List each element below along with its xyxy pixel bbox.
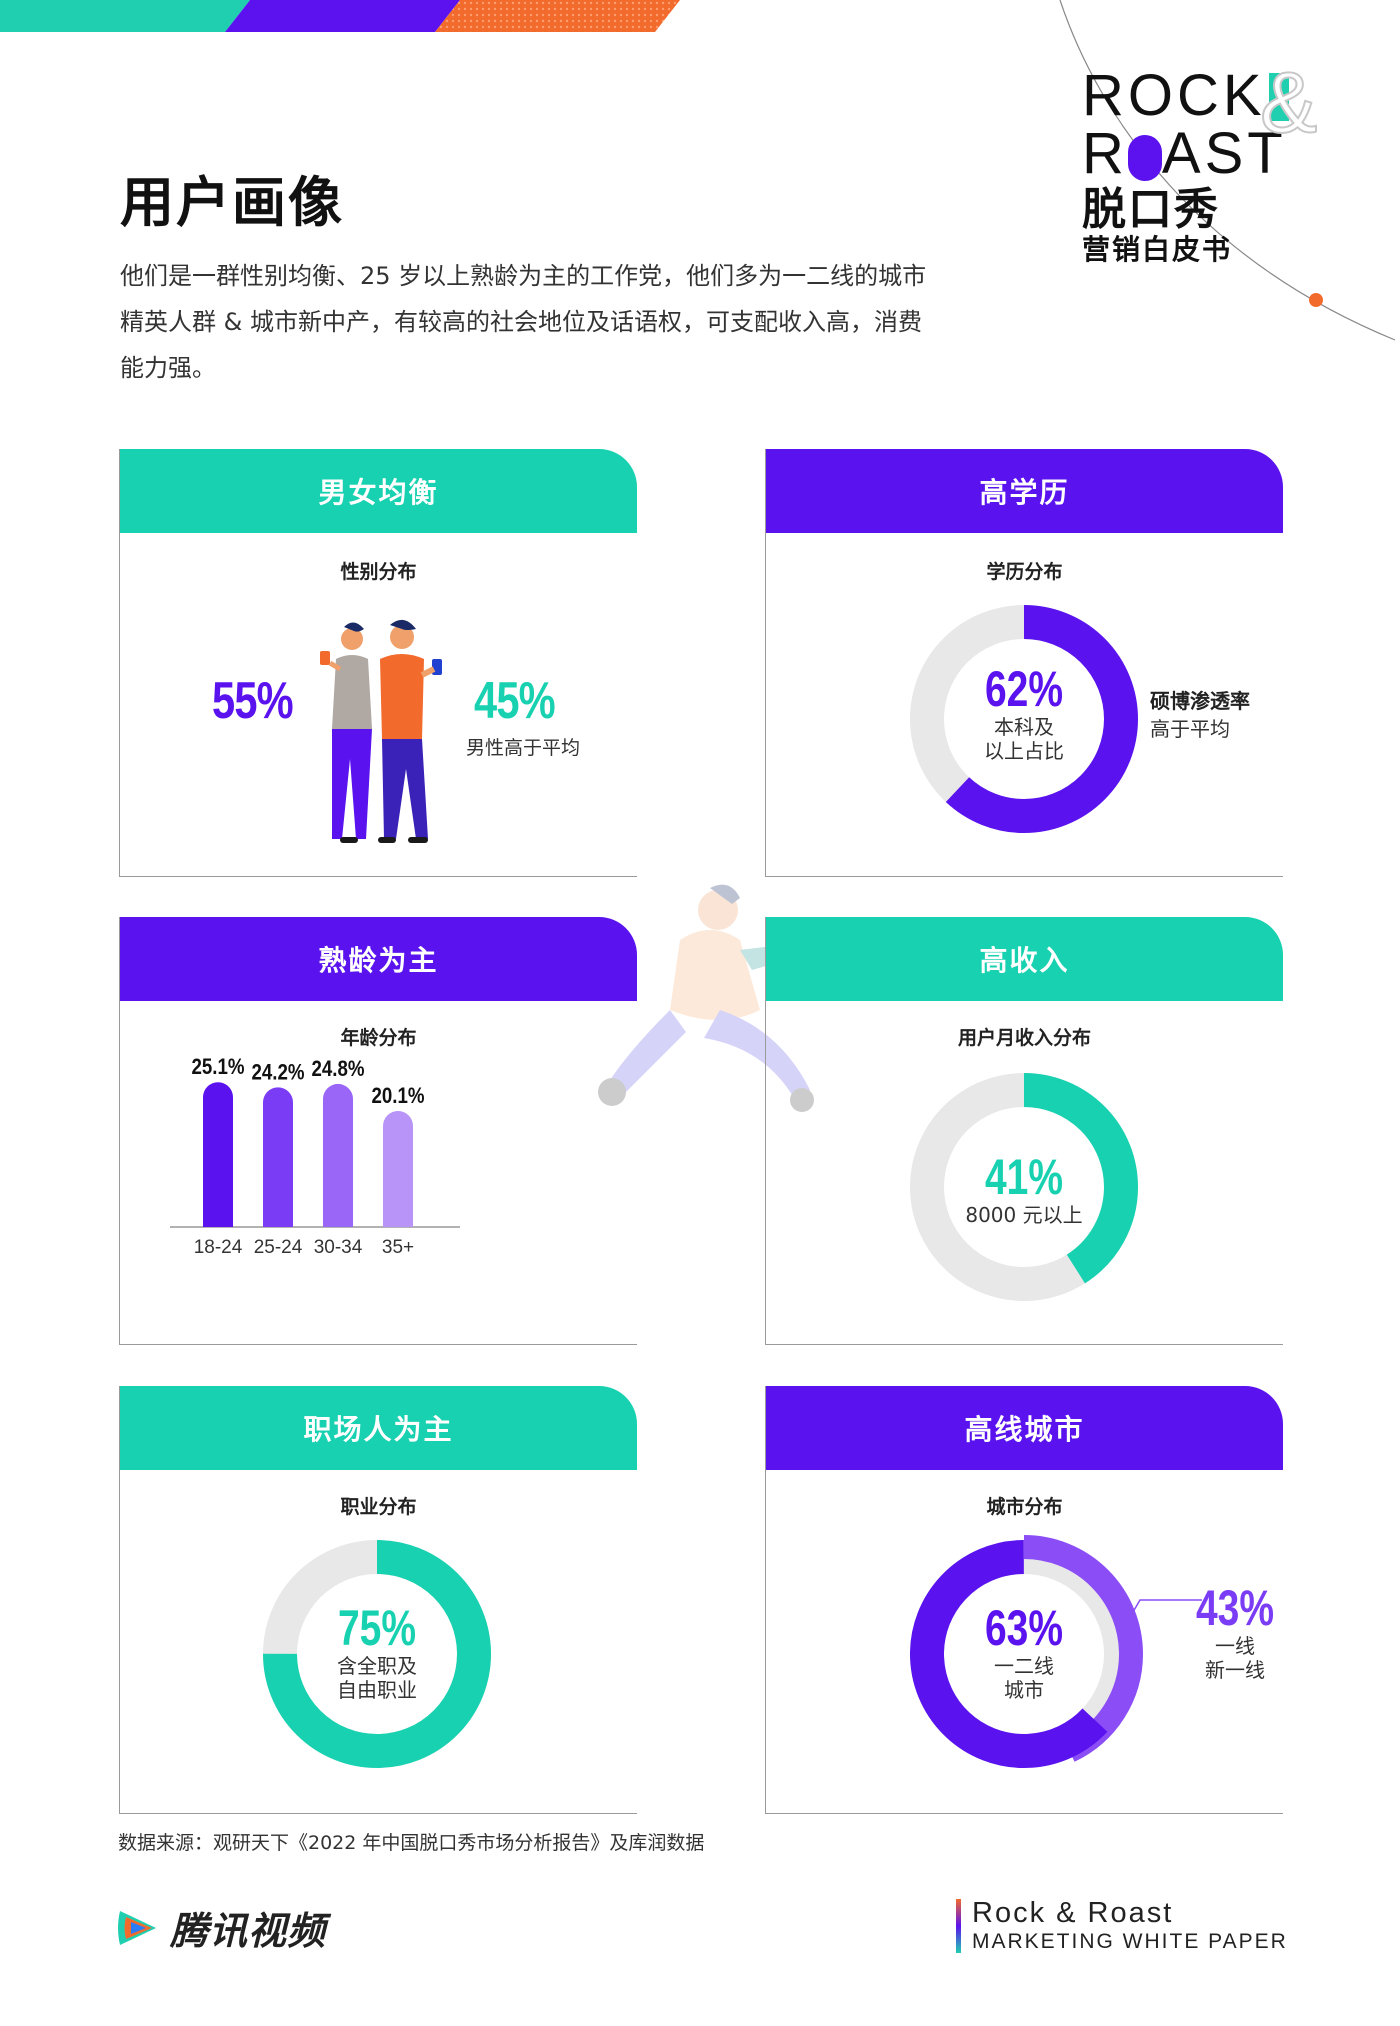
logo-teal-mark [1268, 73, 1289, 121]
city-callout-line [1126, 1599, 1202, 1625]
age-bar-value-label: 20.1% [371, 1085, 424, 1109]
age-bar-30-34 [323, 1083, 353, 1227]
age-category-label: 25-24 [254, 1237, 303, 1258]
age-category-label: 18-24 [194, 1237, 243, 1258]
intro-paragraph: 他们是一群性别均衡、25 岁以上熟龄为主的工作党，他们多为一二线的城市精英人群 … [120, 262, 927, 382]
card-income: 高收入 用户月收入分布 41% 8000 元以上 [765, 917, 1283, 1345]
city-donut [905, 1535, 1143, 1773]
city-caption-2: 城市 [1004, 1678, 1044, 1702]
income-value: 41% [984, 1149, 1064, 1205]
card-occupation-heading: 职场人为主 [120, 1386, 637, 1470]
age-bar-25-24 [263, 1087, 293, 1227]
data-source-note: 数据来源：观研天下《2022 年中国脱口秀市场分析报告》及库润数据 [118, 1832, 705, 1854]
footer-gradient-bar [956, 1899, 961, 1953]
female-percentage: 55% [212, 672, 294, 730]
education-caption-2: 以上占比 [984, 739, 1064, 763]
top-decor-stripes [0, 0, 680, 32]
card-education: 高学历 学历分布 62% 本科及 以上占比 硕博渗透率 高于平均 [765, 449, 1283, 877]
income-caption: 8000 元以上 [965, 1203, 1083, 1227]
city-side-value: 43% [1195, 1580, 1275, 1636]
age-bar-18-24 [203, 1082, 233, 1227]
card-income-heading: 高收入 [766, 917, 1283, 1001]
age-bar-value-label: 24.8% [311, 1058, 364, 1082]
city-donut-label: 63% 一二线 城市 [904, 1602, 1144, 1702]
education-side-note: 高于平均 [1150, 717, 1230, 741]
education-donut [910, 605, 1138, 833]
age-category-label: 30-34 [314, 1237, 363, 1258]
logo-line-roast: R AST [1082, 121, 1287, 186]
age-bar-value-label: 24.2% [251, 1061, 304, 1085]
tencent-video-icon [118, 1910, 156, 1945]
card-gender: 男女均衡 性别分布 55% 45% 男性高于平均 [119, 449, 637, 877]
income-donut-label: 41% 8000 元以上 [904, 1151, 1144, 1227]
age-bar-chart: 25.1% 18-24 24.2% 25-24 24.8% 30-34 20.1% 35+ [170, 1056, 460, 1258]
education-side-title: 硕博渗透率 [1150, 689, 1250, 713]
logo-purple-mark [1127, 135, 1162, 181]
card-age: 熟龄为主 年龄分布 25.1% 18-24 24.2% 25-24 24.8% 30-34… [119, 917, 637, 1345]
city-side-caption-1: 一线 [1215, 1634, 1255, 1658]
city-side-caption-2: 新一线 [1205, 1658, 1265, 1682]
footer-rock-roast: Rock & Roast MARKETING WHITE PAPER [956, 1897, 1288, 1955]
city-value: 63% [984, 1600, 1064, 1656]
occupation-donut [263, 1540, 491, 1768]
education-caption-1: 本科及 [994, 715, 1054, 739]
couple-illustration [320, 619, 442, 843]
card-gender-subtitle: 性别分布 [340, 561, 417, 583]
card-city-heading: 高线城市 [766, 1386, 1283, 1470]
logo-line-rock: ROCK [1082, 66, 1352, 126]
age-category-label: 35+ [382, 1237, 414, 1258]
footer-title: Rock & Roast [972, 1897, 1174, 1929]
income-donut-arc [910, 1073, 1138, 1301]
card-occupation-subtitle: 职业分布 [340, 1496, 417, 1518]
rock-roast-logo: & ROCK R AST 脱口秀 营销白皮书 [1082, 54, 1352, 276]
age-bar-35+ [383, 1111, 413, 1227]
card-city-subtitle: 城市分布 [986, 1496, 1063, 1518]
card-income-subtitle: 用户月收入分布 [957, 1027, 1091, 1049]
education-donut-label: 62% 本科及 以上占比 [904, 663, 1144, 763]
card-occupation: 职场人为主 职业分布 75% 含全职及 自由职业 [119, 1386, 637, 1814]
occupation-donut-label: 75% 含全职及 自由职业 [257, 1602, 497, 1702]
education-donut-arc [910, 605, 1138, 833]
male-note: 男性高于平均 [466, 737, 581, 759]
occupation-value: 75% [337, 1600, 417, 1656]
occupation-donut-arc [263, 1540, 491, 1768]
card-education-heading: 高学历 [766, 449, 1283, 533]
card-age-subtitle: 年龄分布 [340, 1027, 417, 1049]
city-caption-1: 一二线 [994, 1654, 1054, 1678]
card-city: 高线城市 城市分布 63% 一二线 城市 43% 一线 新一线 [765, 1386, 1283, 1814]
footer-subtitle: MARKETING WHITE PAPER [972, 1930, 1288, 1953]
city-side-label: 43% 一线 新一线 [1180, 1582, 1290, 1682]
card-gender-heading: 男女均衡 [120, 449, 637, 533]
tencent-video-name: 腾讯视频 [170, 1909, 327, 1953]
page-title: 用户画像 [120, 171, 344, 234]
age-bar-value-label: 25.1% [191, 1056, 244, 1080]
occupation-caption-1: 含全职及 [337, 1654, 417, 1678]
tencent-video-brand: 腾讯视频 [116, 1900, 326, 1955]
male-percentage: 45% [474, 672, 556, 730]
education-value: 62% [984, 661, 1064, 717]
income-donut [910, 1073, 1138, 1301]
occupation-caption-2: 自由职业 [337, 1678, 417, 1702]
card-education-subtitle: 学历分布 [986, 561, 1063, 583]
card-age-heading: 熟龄为主 [120, 917, 637, 1001]
logo-ampersand: & [1259, 54, 1318, 152]
logo-cn-title: 脱口秀 [1082, 184, 1220, 235]
logo-cn-subtitle: 营销白皮书 [1082, 233, 1233, 266]
